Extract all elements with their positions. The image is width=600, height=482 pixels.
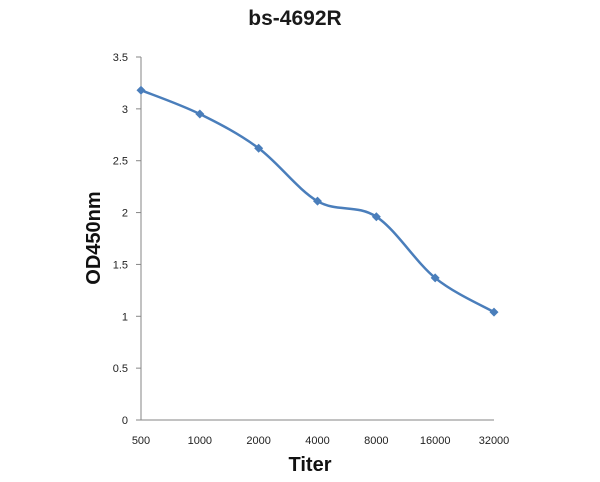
y-axis-label: OD450nm: [83, 191, 105, 284]
data-point-marker: [136, 85, 146, 95]
data-point-marker: [313, 196, 322, 206]
x-tick-label: 2000: [246, 435, 270, 447]
x-axis-label: Titer: [289, 454, 332, 476]
chart-title: bs-4692R: [248, 7, 341, 30]
y-tick-label: 2.5: [113, 156, 128, 168]
x-tick-label: 4000: [305, 435, 329, 447]
data-point-marker: [195, 109, 205, 119]
x-axis-ticks: 500 1000 2000 4000 8000 16000 32000: [132, 435, 509, 447]
series-markers: [136, 85, 499, 317]
x-tick-label: 16000: [420, 435, 451, 447]
y-axis-ticks: 0 0.5 1 1.5 2 2.5 3 3.5: [113, 52, 141, 427]
y-tick-label: 0.5: [113, 363, 128, 375]
y-tick-label: 1.5: [113, 259, 128, 271]
x-tick-label: 1000: [188, 435, 212, 447]
data-point-marker: [489, 307, 499, 317]
x-tick-label: 500: [132, 435, 150, 447]
data-point-marker: [371, 212, 381, 222]
x-tick-label: 32000: [479, 435, 510, 447]
y-tick-label: 0: [122, 415, 128, 427]
y-tick-label: 2: [122, 208, 128, 220]
x-tick-label: 8000: [364, 435, 388, 447]
data-point-marker: [254, 143, 264, 153]
y-tick-label: 3.5: [113, 52, 128, 64]
y-tick-label: 3: [122, 104, 128, 116]
y-tick-label: 1: [122, 311, 128, 323]
data-point-marker: [430, 273, 440, 283]
